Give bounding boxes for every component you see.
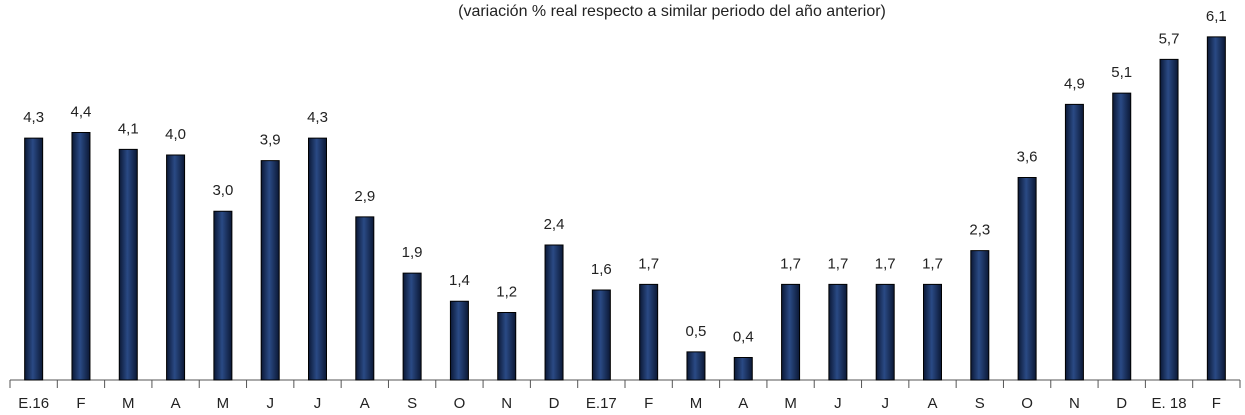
- value-label: 5,7: [1159, 30, 1180, 47]
- x-tick-label: D: [549, 395, 560, 412]
- value-label: 4,3: [23, 109, 44, 126]
- bar: [71, 132, 91, 381]
- bar: [970, 250, 990, 381]
- x-tick-label: N: [501, 395, 512, 412]
- bar: [733, 357, 753, 381]
- x-tick-label: S: [407, 395, 417, 412]
- x-tick-label: A: [360, 395, 370, 412]
- bar: [260, 160, 280, 381]
- value-label: 4,9: [1064, 75, 1085, 92]
- x-tick-label: E.16: [18, 395, 49, 412]
- bar: [686, 351, 706, 381]
- bar: [875, 283, 895, 381]
- value-label: 1,7: [827, 255, 848, 272]
- value-label: 3,9: [260, 132, 281, 149]
- x-tick-label: J: [834, 395, 842, 412]
- x-tick-label: A: [171, 395, 181, 412]
- value-label: 3,0: [212, 182, 233, 199]
- bar: [213, 210, 233, 381]
- bar: [166, 154, 186, 381]
- value-label: 1,7: [638, 255, 659, 272]
- x-tick-label: F: [1212, 395, 1221, 412]
- chart-subtitle: (variación % real respecto a similar per…: [458, 3, 886, 20]
- x-tick-label: J: [881, 395, 889, 412]
- bar: [118, 148, 138, 381]
- value-label: 1,2: [496, 283, 517, 300]
- value-label: 6,1: [1206, 8, 1227, 25]
- bar: [1206, 36, 1226, 381]
- value-label: 1,6: [591, 261, 612, 278]
- value-label: 1,7: [922, 255, 943, 272]
- x-tick-label: O: [1021, 395, 1033, 412]
- bar: [24, 137, 44, 381]
- value-label: 2,9: [354, 188, 375, 205]
- value-label: 4,1: [118, 120, 139, 137]
- value-label: 5,1: [1111, 64, 1132, 81]
- value-label: 2,4: [544, 216, 565, 233]
- value-label: 0,4: [733, 328, 754, 345]
- bar: [497, 312, 517, 381]
- value-label: 0,5: [686, 323, 707, 340]
- value-label: 4,3: [307, 109, 328, 126]
- x-tick-label: N: [1069, 395, 1080, 412]
- bar: [828, 283, 848, 381]
- bar: [449, 300, 469, 381]
- x-tick-label: A: [738, 395, 748, 412]
- bar: [923, 283, 942, 381]
- x-tick-label: M: [122, 395, 135, 412]
- x-tick-label: E. 18: [1152, 395, 1187, 412]
- value-label: 1,9: [402, 244, 423, 261]
- bar: [355, 216, 375, 381]
- x-tick-label: M: [784, 395, 797, 412]
- x-tick-label: F: [76, 395, 85, 412]
- value-label: 2,3: [969, 222, 990, 239]
- x-tick-label: M: [217, 395, 230, 412]
- bar: [639, 283, 659, 381]
- x-tick-label: J: [314, 395, 322, 412]
- x-tick-label: M: [690, 395, 703, 412]
- value-label: 3,6: [1017, 148, 1038, 165]
- x-tick-label: S: [975, 395, 985, 412]
- bar: [1017, 177, 1037, 381]
- x-tick-label: D: [1116, 395, 1127, 412]
- bar: [402, 272, 422, 381]
- bar: [591, 289, 611, 381]
- bar: [1159, 58, 1179, 381]
- bar: [781, 283, 801, 381]
- value-label: 4,0: [165, 126, 186, 143]
- value-label: 1,4: [449, 272, 470, 289]
- x-tick-label: J: [266, 395, 274, 412]
- bar: [308, 137, 327, 381]
- x-tick-label: A: [927, 395, 937, 412]
- x-tick-label: O: [454, 395, 466, 412]
- value-label: 1,7: [780, 255, 801, 272]
- bar: [1112, 92, 1132, 381]
- bar: [1064, 103, 1084, 381]
- bar: [544, 244, 564, 381]
- value-label: 4,4: [71, 103, 92, 120]
- value-label: 1,7: [875, 255, 896, 272]
- x-tick-label: F: [644, 395, 653, 412]
- x-tick-label: E.17: [586, 395, 617, 412]
